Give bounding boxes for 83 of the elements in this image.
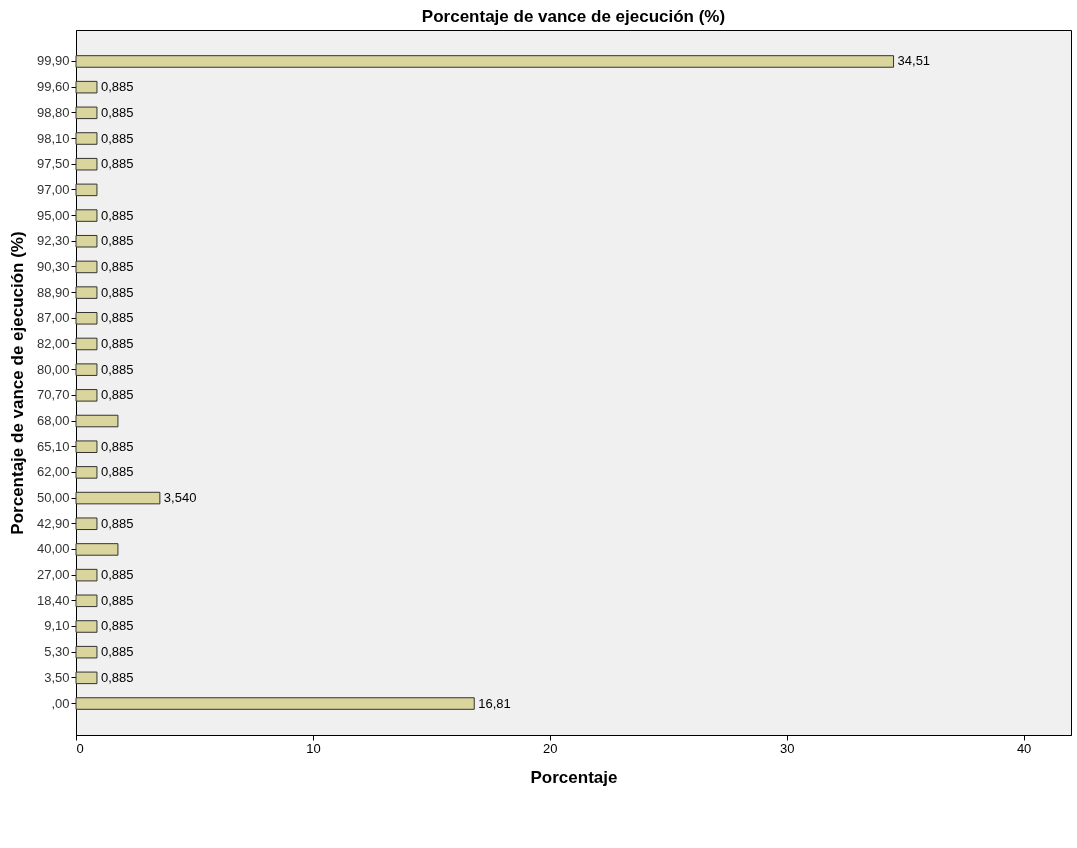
x-tick-label: 10 [306,740,321,756]
bar [75,414,119,428]
data-label: 16,81 [478,695,511,711]
y-tick-label: 65,10 [36,438,70,454]
data-label: 0,885 [100,258,134,274]
y-tick-label: 5,30 [44,644,70,660]
bar [75,620,98,633]
bar [75,363,98,376]
data-label: 0,885 [100,284,134,300]
y-tick-label: ,00 [51,695,70,711]
y-tick-label: 99,90 [36,53,70,69]
y-tick-label: 99,60 [36,79,70,95]
data-label: 0,885 [100,233,134,249]
bar [75,645,98,659]
y-tick-label: 40,00 [36,541,70,557]
y-tick-label: 97,00 [36,181,70,197]
bar [75,543,119,556]
y-tick-label: 92,30 [36,233,70,249]
bar [75,671,98,685]
bar [75,55,895,68]
y-tick-label: 50,00 [36,490,70,506]
x-axis-title: Porcentaje [530,767,618,787]
y-tick-label: 62,00 [36,464,70,480]
bar [75,517,98,531]
data-label: 0,885 [100,438,134,454]
y-tick-label: 87,00 [36,310,70,326]
data-label: 0,885 [100,156,134,172]
bar [75,234,98,248]
chart-title: Porcentaje de vance de ejecución (%) [421,7,726,26]
y-tick-label: 9,10 [44,618,70,634]
y-tick-label: 27,00 [36,567,70,583]
data-label: 0,885 [100,669,134,685]
bar [75,183,98,197]
bar [75,568,98,582]
bar [75,466,98,479]
data-label: 0,885 [100,310,134,326]
data-label: 0,885 [100,387,134,403]
y-tick-label: 70,70 [36,387,70,403]
bar [75,312,98,325]
bar [75,697,475,710]
bar [75,209,98,222]
bar [75,132,98,145]
bar [75,440,98,453]
y-tick-label: 80,00 [36,361,70,377]
data-label: 0,885 [100,79,134,95]
data-label: 0,885 [100,644,134,660]
y-tick-label: 98,80 [36,104,70,120]
data-label: 34,51 [897,53,931,69]
y-tick-label: 68,00 [36,413,70,429]
bar [75,594,98,608]
y-tick-label: 88,90 [36,284,70,300]
y-tick-label: 98,10 [36,130,70,146]
y-tick-label: 3,50 [44,669,70,685]
bar [75,286,98,299]
bar [75,337,98,351]
y-tick-label: 18,40 [36,592,70,608]
data-label: 0,885 [100,130,134,146]
y-tick-label: 97,50 [36,156,70,172]
data-label: 0,885 [100,207,134,223]
y-tick-label: 95,00 [36,207,70,223]
x-tick-label: 0 [76,740,84,756]
y-tick-label: 90,30 [36,258,70,274]
data-label: 0,885 [100,618,134,634]
y-axis-title: Porcentaje de vance de ejecución (%) [7,231,27,535]
bar [75,260,98,274]
bar [75,106,98,120]
data-label: 0,885 [100,104,134,120]
y-tick-label: 42,90 [36,515,70,531]
x-tick-label: 40 [1016,740,1032,756]
y-tick-label: 82,00 [36,335,70,351]
data-label: 0,885 [100,592,134,608]
data-label: 0,885 [100,567,134,583]
x-tick-label: 20 [543,740,558,756]
data-label: 0,885 [100,335,134,351]
bar [75,491,161,505]
data-label: 0,885 [100,361,134,377]
x-tick-label: 30 [779,740,795,756]
data-label: 0,885 [100,515,134,531]
bar [75,80,98,94]
bar [75,389,98,402]
bar [75,157,98,171]
data-label: 0,885 [100,464,134,480]
data-label: 3,540 [163,490,197,506]
